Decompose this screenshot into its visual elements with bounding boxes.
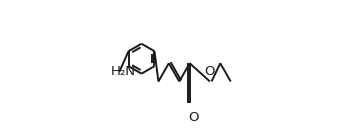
- Text: O: O: [205, 65, 215, 78]
- Text: H₂N: H₂N: [111, 65, 136, 78]
- Text: O: O: [188, 111, 199, 124]
